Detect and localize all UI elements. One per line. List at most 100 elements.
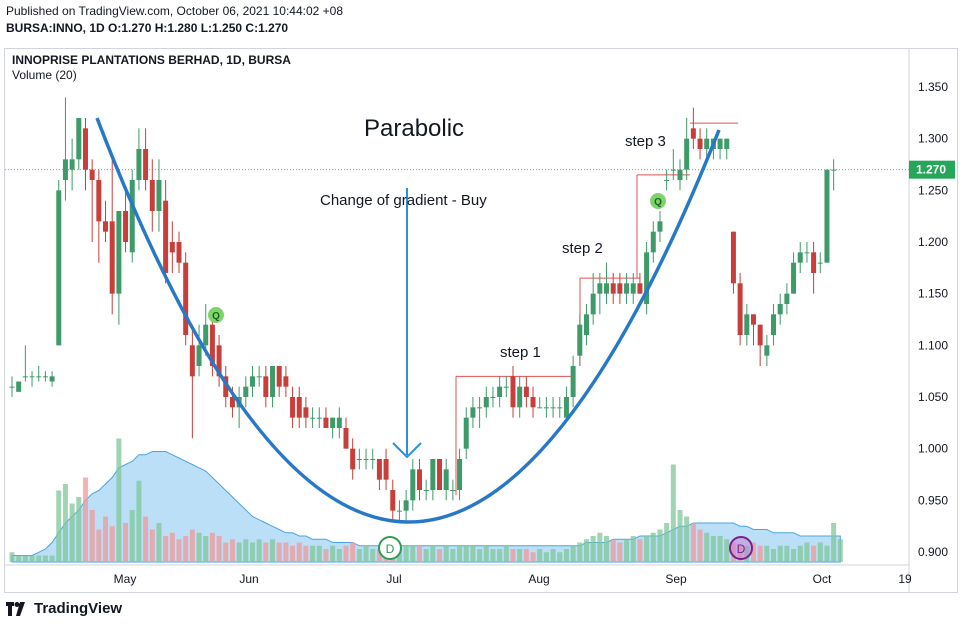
volume-bar xyxy=(637,539,643,562)
candle-body xyxy=(550,407,556,409)
volume-bar xyxy=(510,549,516,562)
candle-body xyxy=(450,490,456,491)
x-tick-label: Sep xyxy=(665,572,687,586)
x-tick-label: Jun xyxy=(239,572,258,586)
volume-bar xyxy=(356,549,362,562)
x-tick-label: Oct xyxy=(813,572,832,586)
volume-bar xyxy=(797,545,803,562)
candle-body xyxy=(203,324,209,346)
candle-body xyxy=(557,407,563,409)
volume-bar xyxy=(176,539,182,562)
candle-body xyxy=(296,397,302,418)
volume-bar xyxy=(470,545,476,562)
volume-bar xyxy=(290,545,296,562)
candle-body xyxy=(243,386,249,397)
volume-bar xyxy=(450,549,456,562)
volume-bar xyxy=(423,549,429,562)
candle-body xyxy=(36,376,42,378)
annotation-arrow-label: Change of gradient - Buy xyxy=(320,192,487,209)
y-tick-label: 1.300 xyxy=(918,132,948,146)
chart-legend: INNOPRISE PLANTATIONS BERHAD, 1D, BURSA … xyxy=(12,53,291,83)
volume-bar xyxy=(563,549,569,562)
annotation-title: Parabolic xyxy=(364,115,464,142)
candle-body xyxy=(530,397,536,408)
candle-body xyxy=(109,221,115,294)
candle-body xyxy=(437,459,443,490)
candle-body xyxy=(644,252,650,304)
candle-body xyxy=(56,190,62,346)
volume-bar xyxy=(103,516,109,562)
candle-body xyxy=(730,231,736,284)
volume-bar xyxy=(403,545,409,562)
candle-body xyxy=(610,283,616,294)
volume-bar xyxy=(416,545,422,562)
candle-body xyxy=(824,169,830,263)
volume-bar xyxy=(650,532,656,562)
candle-body xyxy=(310,417,316,419)
volume-bar xyxy=(610,539,616,562)
footer-brand[interactable]: TradingView xyxy=(6,600,122,617)
candle-body xyxy=(597,283,603,294)
candle-body xyxy=(657,221,663,232)
candle-body xyxy=(156,180,162,211)
volume-bar xyxy=(530,552,536,562)
volume-bar xyxy=(791,549,797,562)
d-marker-label: D xyxy=(386,542,395,556)
volume-bar xyxy=(570,545,576,562)
candle-body xyxy=(396,510,402,512)
volume-bar xyxy=(42,555,48,562)
volume-bar xyxy=(457,545,463,562)
volume-bar xyxy=(316,545,322,562)
volume-bar xyxy=(149,529,155,562)
volume-bar xyxy=(243,539,249,562)
chart-frame[interactable] xyxy=(4,48,958,593)
candle-body xyxy=(123,211,129,242)
volume-bar xyxy=(216,536,222,562)
ohlc-line: BURSA:INNO, 1D O:1.270 H:1.280 L:1.250 C… xyxy=(6,21,289,35)
candle-body xyxy=(149,180,155,211)
volume-bar xyxy=(69,503,75,562)
candle-body xyxy=(543,407,549,409)
candle-body xyxy=(537,407,543,409)
annotation-step: step 2 xyxy=(562,240,603,257)
candle-body xyxy=(570,366,576,397)
volume-ma-area xyxy=(11,451,841,563)
volume-bar xyxy=(82,477,88,562)
candle-body xyxy=(22,376,28,378)
candle-body xyxy=(416,469,422,490)
candle-body xyxy=(129,180,135,253)
volume-bar xyxy=(804,542,810,562)
y-tick-label: 1.150 xyxy=(918,287,948,301)
candle-body xyxy=(604,283,610,294)
volume-bar xyxy=(657,529,663,562)
volume-bar xyxy=(62,484,68,562)
candle-body xyxy=(16,381,22,392)
candle-body xyxy=(811,252,817,273)
volume-label: Volume (20) xyxy=(12,68,77,82)
candle-body xyxy=(463,417,469,449)
volume-bar xyxy=(817,542,823,562)
volume-bar xyxy=(323,549,329,562)
volume-bar xyxy=(483,545,489,562)
volume-bar xyxy=(724,539,730,562)
candle-body xyxy=(797,252,803,263)
volume-bar xyxy=(263,542,269,562)
volume-bar xyxy=(129,510,135,562)
q-marker-label: Q xyxy=(212,311,220,322)
volume-bar xyxy=(143,516,149,562)
volume-bar xyxy=(477,549,483,562)
volume-bar xyxy=(463,545,469,562)
candle-body xyxy=(771,314,777,335)
candle-body xyxy=(583,314,589,335)
d-marker xyxy=(729,536,753,560)
d-marker xyxy=(378,536,402,560)
candle-body xyxy=(350,448,356,470)
x-tick-label: Jul xyxy=(386,572,401,586)
volume-bar xyxy=(697,529,703,562)
candle-body xyxy=(103,221,109,232)
volume-bar xyxy=(330,545,336,562)
volume-bar xyxy=(109,526,115,562)
candle-body xyxy=(303,407,309,418)
candle-body xyxy=(664,180,670,181)
